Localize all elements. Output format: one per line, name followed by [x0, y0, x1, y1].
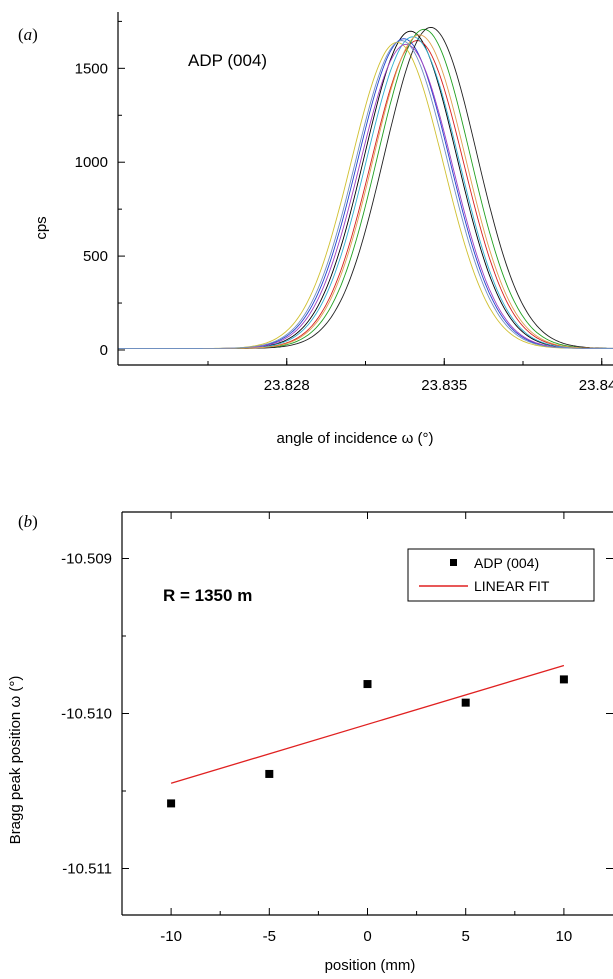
legend-label-fit: LINEAR FIT [474, 578, 550, 594]
panel-a-letter: a [24, 25, 33, 44]
legend-marker-points [450, 559, 457, 566]
chart-a-annotation: ADP (004) [188, 51, 267, 70]
chart-panel-b: -10.509 -10.510 -10.511 -10 -5 0 5 10 (b) R = 1… [7, 511, 613, 974]
chart-b-annotation: R = 1350 m [163, 586, 252, 605]
panel-a-label: (a) [18, 25, 38, 44]
chart-a-series-line-9 [118, 34, 613, 349]
chart-a-x-tick-label: 23.828 [264, 377, 310, 394]
chart-b-x-tick-label: -5 [263, 928, 276, 945]
chart-b-x-tick-label: -10 [160, 928, 182, 945]
chart-b-x-axis-label: position (mm) [325, 957, 416, 974]
legend-frame [407, 548, 595, 602]
chart-a-series-line-8 [118, 43, 613, 349]
chart-a-y-tick-label: 1000 [75, 154, 108, 171]
chart-a-series-line-2 [118, 40, 613, 349]
chart-a-x-axis-label: angle of incidence ω (°) [277, 430, 434, 447]
chart-a-y-tick-label: 1500 [75, 60, 108, 77]
panel-b-letter: b [24, 512, 33, 531]
chart-b-ticks: -10.509 -10.510 -10.511 -10 -5 0 5 10 [61, 512, 613, 945]
chart-a-series-line-10 [118, 40, 613, 349]
chart-a-x-tick-label: 23.835 [421, 377, 467, 394]
chart-b-data-point [559, 675, 568, 684]
chart-panel-a: 0 500 1000 1500 23.828 23.835 23.842 (a) ADP (… [18, 12, 613, 447]
chart-b-x-tick-label: 10 [556, 928, 573, 945]
chart-b-data-point [461, 698, 470, 707]
chart-a-series-lines [118, 26, 613, 349]
chart-b-y-tick-label: -10.509 [61, 551, 112, 568]
chart-b-x-tick-label: 5 [462, 928, 470, 945]
legend-label-points: ADP (004) [474, 555, 539, 571]
chart-b-data-point [167, 799, 176, 808]
chart-b-y-tick-label: -10.511 [62, 861, 112, 878]
chart-b-points [167, 675, 568, 808]
chart-a-series-line-6 [118, 26, 613, 349]
chart-a-y-tick-label: 0 [100, 342, 108, 359]
chart-a-series-line-5 [118, 42, 613, 349]
chart-b-data-point [265, 769, 274, 778]
chart-a-ticks: 0 500 1000 1500 23.828 23.835 23.842 [75, 20, 613, 394]
chart-a-y-tick-label: 500 [83, 248, 108, 265]
chart-b-legend: ADP (004) LINEAR FIT [407, 548, 595, 602]
chart-a-x-tick-label: 23.842 [579, 377, 613, 394]
chart-b-y-axis-label: Bragg peak position ω (°) [7, 676, 24, 845]
chart-a-series-line-7 [118, 36, 613, 349]
chart-b-y-tick-label: -10.510 [61, 706, 112, 723]
chart-b-fit-segment [170, 664, 565, 784]
chart-b-x-tick-label: 0 [363, 928, 371, 945]
chart-a-series-line-3 [118, 38, 613, 349]
chart-b-data-point [363, 680, 372, 689]
chart-a-y-axis-label: cps [33, 216, 50, 239]
panel-b-label: (b) [18, 512, 38, 531]
chart-b-fit-line [170, 664, 565, 784]
